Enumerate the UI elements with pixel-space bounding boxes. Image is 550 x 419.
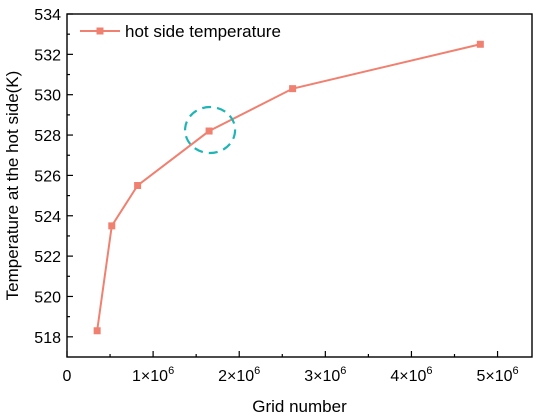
data-point-1 bbox=[108, 222, 116, 230]
x-tick-label-2: 2×106 bbox=[218, 365, 260, 385]
x-axis-title: Grid number bbox=[252, 397, 347, 416]
x-tick-label-3: 3×106 bbox=[304, 365, 346, 385]
y-tick-label-5: 528 bbox=[34, 128, 61, 145]
x-tick-label-4: 4×106 bbox=[390, 365, 432, 385]
highlight-layer bbox=[183, 105, 237, 155]
legend: hot side temperature bbox=[80, 22, 281, 41]
data-point-5 bbox=[476, 40, 484, 48]
plot-frame bbox=[66, 13, 533, 358]
axes bbox=[66, 13, 533, 358]
y-tick-labels: 518 520 522 524 526 528 530 532 534 bbox=[34, 7, 61, 347]
y-tick-label-0: 518 bbox=[34, 330, 61, 347]
y-tick-label-7: 532 bbox=[34, 47, 61, 64]
data-point-3 bbox=[205, 127, 213, 135]
series-layer bbox=[93, 40, 484, 335]
data-point-2 bbox=[134, 182, 142, 189]
y-tick-label-3: 524 bbox=[34, 209, 61, 226]
x-tick-labels: 0 1×106 2×106 3×106 4×106 5×106 bbox=[63, 365, 519, 385]
y-tick-label-4: 526 bbox=[34, 168, 61, 185]
x-tick-label-1: 1×106 bbox=[132, 365, 174, 385]
data-point-4 bbox=[289, 85, 297, 93]
data-point-0 bbox=[93, 327, 101, 335]
legend-label: hot side temperature bbox=[125, 22, 281, 41]
x-tick-label-5: 5×106 bbox=[476, 365, 518, 385]
x-tick-label-0: 0 bbox=[63, 368, 72, 385]
series-line-0 bbox=[96, 43, 481, 331]
ticks bbox=[66, 13, 499, 357]
y-tick-label-6: 530 bbox=[34, 88, 61, 105]
y-axis-title: Temperature at the hot side(K) bbox=[3, 71, 22, 301]
y-tick-label-8: 534 bbox=[34, 7, 61, 24]
legend-marker-square bbox=[96, 27, 104, 35]
highlight-circle bbox=[183, 105, 237, 155]
y-tick-label-1: 520 bbox=[34, 289, 61, 306]
y-tick-label-2: 522 bbox=[34, 249, 61, 266]
